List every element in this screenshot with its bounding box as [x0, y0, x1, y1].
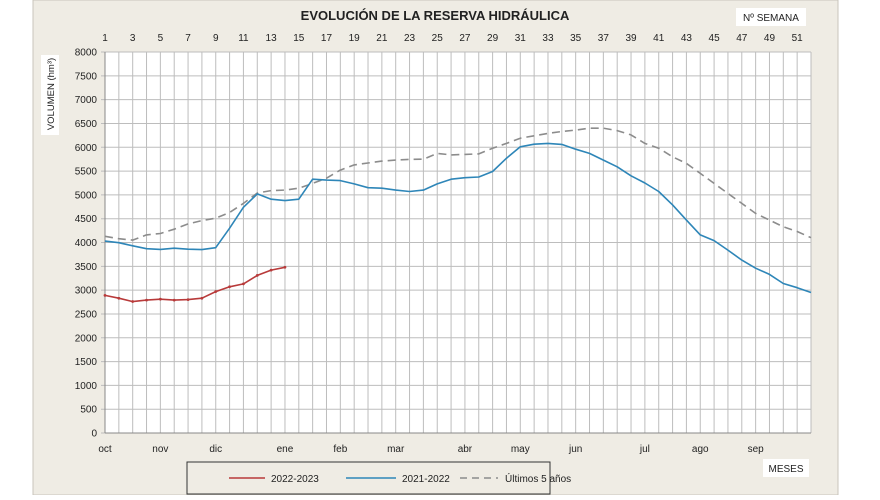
legend: 2022-2023 2021-2022 Últimos 5 años [186, 461, 571, 495]
series-line-2021-2022 [104, 142, 812, 294]
y-tick-label: 0 [91, 429, 97, 440]
week-tick-label: 33 [542, 33, 554, 44]
data-point-2022-2023 [214, 290, 218, 293]
data-point-2022-2023 [172, 298, 176, 302]
week-tick-label: 17 [321, 33, 333, 44]
week-tick-label: 39 [625, 33, 637, 44]
week-tick-label: 47 [736, 33, 748, 44]
week-tick-labels: 1 3 5 7 9 11 13 15 17 19 21 23 25 27 29 31 33 35 37 39 41 43 4… [102, 33, 803, 44]
y-tick-label: 3500 [75, 262, 98, 273]
y-tick-label: 2500 [75, 309, 98, 320]
month-tick-label: nov [152, 444, 168, 455]
data-point-2022-2023 [103, 293, 107, 297]
week-axis-label: Nº SEMANA [743, 13, 799, 24]
month-tick-labels: oct nov dic ene feb mar abr may jun jul ago sep [98, 444, 764, 455]
week-tick-label: 37 [598, 33, 610, 44]
grid [101, 51, 812, 434]
week-tick-label: 9 [213, 33, 219, 44]
month-tick-label: mar [387, 444, 405, 455]
data-point-2022-2023 [200, 296, 204, 300]
y-tick-label: 7500 [75, 71, 98, 82]
week-tick-label: 15 [293, 33, 305, 44]
data-point-2022-2023 [242, 282, 245, 286]
month-tick-label: sep [748, 444, 765, 455]
month-tick-label: dic [209, 444, 222, 455]
data-point-2022-2023 [283, 265, 287, 269]
data-point-2022-2023 [131, 300, 135, 303]
week-tick-label: 45 [709, 33, 721, 44]
week-tick-label: 5 [158, 33, 164, 44]
month-tick-label: abr [458, 444, 473, 455]
series-group [103, 127, 812, 303]
data-point-2022-2023 [228, 285, 231, 289]
chart-title: EVOLUCIÓN DE LA RESERVA HIDRÁULICA [301, 8, 570, 23]
week-axis-label-box [736, 8, 806, 26]
week-tick-label: 3 [130, 33, 136, 44]
y-tick-label: 4500 [75, 214, 98, 225]
data-point-2022-2023 [158, 297, 162, 301]
month-tick-label: may [511, 444, 530, 455]
x-axis-label: MESES [768, 464, 803, 475]
week-tick-label: 41 [653, 33, 665, 44]
month-tick-label: oct [98, 444, 112, 455]
y-tick-label: 1500 [75, 357, 98, 368]
y-axis-label-box [41, 55, 59, 135]
week-tick-label: 13 [266, 33, 278, 44]
data-point-2022-2023 [117, 296, 121, 300]
week-tick-label: 1 [102, 33, 108, 44]
week-tick-label: 49 [764, 33, 776, 44]
y-tick-label: 500 [80, 405, 97, 416]
legend-label-ultimos-5-anos: Últimos 5 años [505, 472, 571, 485]
series-line-2022-2023 [104, 266, 286, 303]
y-tick-labels: 0 500 1000 1500 2000 2500 3000 3500 4000 4500 5000… [75, 48, 98, 440]
week-tick-label: 35 [570, 33, 582, 44]
week-tick-label: 43 [681, 33, 693, 44]
week-tick-label: 27 [459, 33, 471, 44]
month-tick-label: feb [333, 444, 347, 455]
y-axis-label: VOLUMEN (hm³) [46, 58, 57, 130]
y-tick-label: 2000 [75, 333, 98, 344]
y-tick-label: 7000 [75, 95, 98, 106]
x-axis-label-box [763, 459, 809, 477]
y-tick-label: 1000 [75, 381, 98, 392]
week-tick-label: 19 [349, 33, 361, 44]
y-tick-label: 4000 [75, 238, 98, 249]
series-line--ltimos-5-a-os [104, 127, 812, 241]
y-tick-label: 6000 [75, 143, 98, 154]
week-tick-label: 7 [185, 33, 191, 44]
data-point-2022-2023 [186, 298, 190, 302]
legend-label-2022-2023: 2022-2023 [271, 474, 319, 485]
week-tick-label: 51 [792, 33, 804, 44]
data-point-2022-2023 [145, 298, 148, 302]
y-tick-label: 6500 [75, 119, 98, 130]
y-tick-label: 5500 [75, 167, 98, 178]
month-tick-label: ago [692, 444, 709, 455]
week-tick-label: 29 [487, 33, 499, 44]
week-tick-label: 25 [432, 33, 444, 44]
week-tick-label: 31 [515, 33, 527, 44]
y-tick-label: 8000 [75, 48, 98, 59]
y-tick-label: 5000 [75, 190, 98, 201]
month-tick-label: ene [277, 444, 294, 455]
y-tick-label: 3000 [75, 286, 98, 297]
month-tick-label: jun [568, 444, 582, 455]
data-point-2022-2023 [255, 273, 259, 277]
week-tick-label: 23 [404, 33, 416, 44]
month-tick-label: jul [639, 444, 650, 455]
legend-label-2021-2022: 2021-2022 [402, 474, 450, 485]
week-tick-label: 21 [376, 33, 388, 44]
data-point-2022-2023 [269, 268, 273, 272]
week-tick-label: 11 [238, 33, 249, 44]
